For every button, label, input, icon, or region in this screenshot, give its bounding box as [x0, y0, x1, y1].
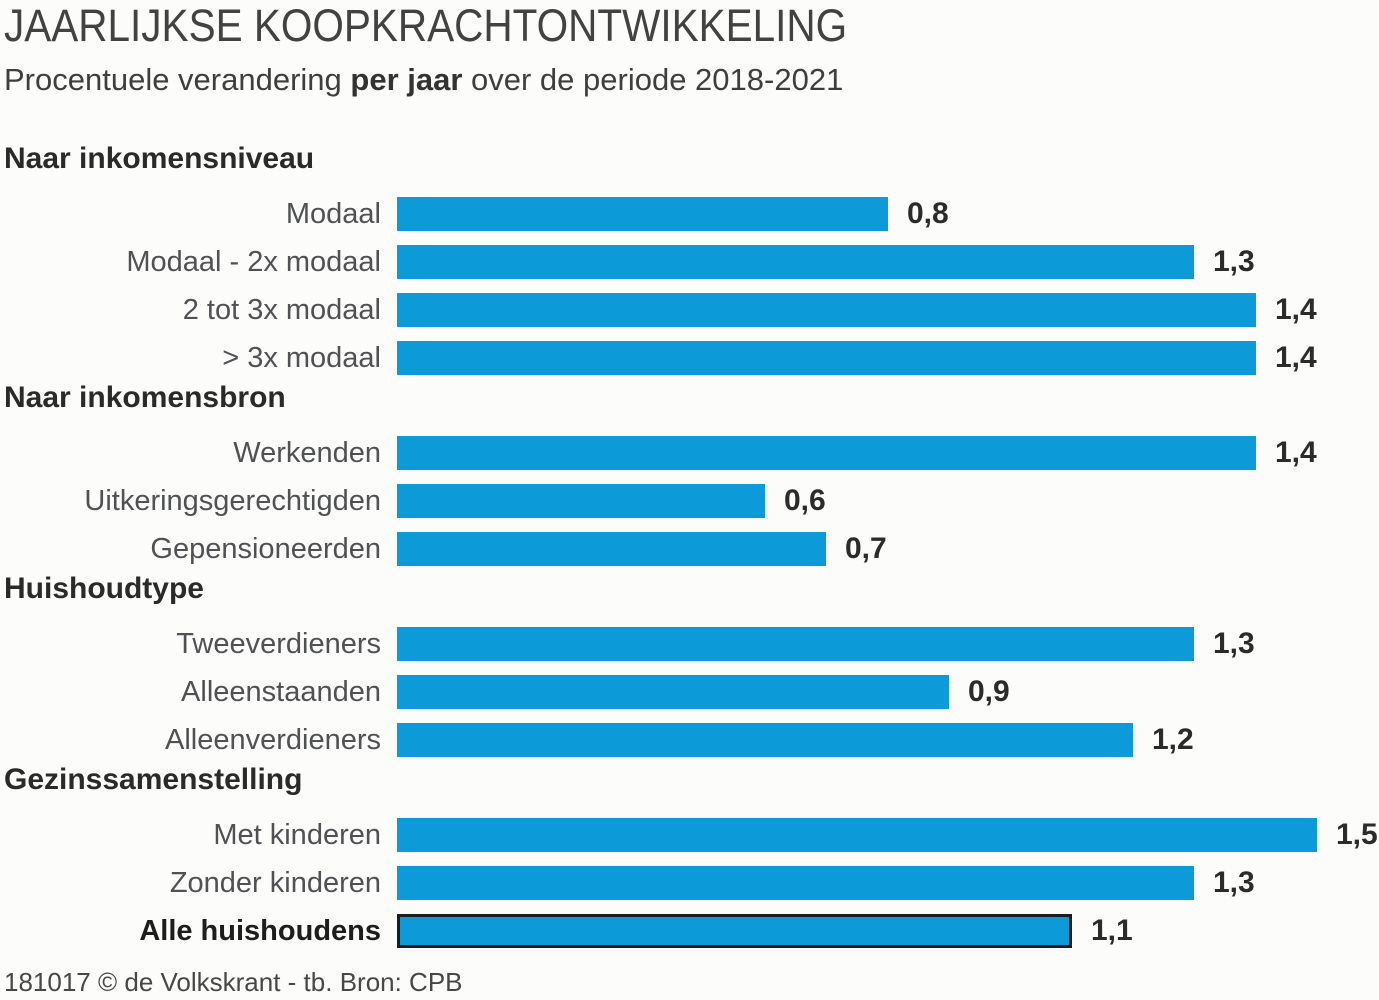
bar-value: 1,3	[1213, 866, 1255, 899]
bar-value: 1,5	[1336, 818, 1378, 851]
bar	[397, 197, 888, 231]
bar-value: 0,6	[784, 484, 826, 517]
bar-row: Uitkeringsgerechtigden 0,6	[4, 477, 1379, 525]
bar-label: Tweeverdieners	[176, 627, 381, 660]
bar-label: Uitkeringsgerechtigden	[84, 484, 381, 517]
bar	[397, 627, 1194, 661]
bar-value: 1,4	[1275, 341, 1317, 374]
subtitle-suffix: over de periode 2018-2021	[462, 62, 844, 97]
subtitle-prefix: Procentuele verandering	[4, 62, 351, 97]
bar-row: Modaal 0,8	[4, 190, 1379, 238]
bar	[397, 532, 826, 566]
bar-label: 2 tot 3x modaal	[182, 293, 381, 326]
bar-row: > 3x modaal 1,4	[4, 334, 1379, 382]
bar-row: 2 tot 3x modaal 1,4	[4, 286, 1379, 334]
bar-row: Met kinderen 1,5	[4, 811, 1379, 859]
bar-row: Werkenden 1,4	[4, 429, 1379, 477]
bar	[397, 675, 949, 709]
bar-label: Alleenverdieners	[164, 723, 381, 756]
bar-value: 1,1	[1091, 914, 1133, 947]
bar-label: Werkenden	[233, 436, 381, 469]
section-header: Gezinssamenstelling	[4, 763, 303, 796]
bar	[397, 484, 765, 518]
bar-row: Gepensioneerden 0,7	[4, 525, 1379, 573]
bar-value: 1,2	[1152, 723, 1194, 756]
source-credit: 181017 © de Volkskrant - tb. Bron: CPB	[4, 967, 463, 997]
subtitle-bold-phrase: per jaar	[350, 62, 463, 97]
bar-label: Zonder kinderen	[169, 866, 381, 899]
bar	[397, 866, 1194, 900]
bar-chart: Naar inkomensniveau Modaal 0,8 Modaal - 2x …	[4, 143, 1379, 955]
bar-row: Alleenverdieners 1,2	[4, 716, 1379, 764]
bar-value: 0,9	[968, 675, 1010, 708]
section-header: Naar inkomensbron	[4, 381, 286, 414]
bar-label: Modaal	[285, 197, 381, 230]
bar	[397, 293, 1256, 327]
bar-label: Modaal - 2x modaal	[126, 245, 381, 278]
bar-label: Gepensioneerden	[150, 532, 381, 565]
bar-label: Met kinderen	[213, 818, 381, 851]
bar-row: Modaal - 2x modaal 1,3	[4, 238, 1379, 286]
bar-value: 0,7	[845, 532, 887, 565]
bar-label: Alle huishoudens	[139, 914, 381, 947]
chart-subtitle: Procentuele verandering per jaar over de…	[4, 62, 1379, 98]
bar	[397, 341, 1256, 375]
bar-value: 0,8	[907, 197, 949, 230]
bar-value: 1,3	[1213, 245, 1255, 278]
bar-value: 1,4	[1275, 293, 1317, 326]
bar	[397, 818, 1317, 852]
bar	[397, 723, 1133, 757]
bar-label: Alleenstaanden	[181, 675, 381, 708]
section-header: Huishoudtype	[4, 572, 204, 605]
bar-row: Alle huishoudens 1,1	[4, 907, 1379, 955]
bar-row: Zonder kinderen 1,3	[4, 859, 1379, 907]
bar-row: Alleenstaanden 0,9	[4, 668, 1379, 716]
bar	[397, 436, 1256, 470]
chart-title: JAARLIJKSE KOOPKRACHTONTWIKKELING	[4, 0, 848, 51]
bar-value: 1,4	[1275, 436, 1317, 469]
bar-value: 1,3	[1213, 627, 1255, 660]
bar-row: Tweeverdieners 1,3	[4, 620, 1379, 668]
bar	[397, 245, 1194, 279]
bar-label: > 3x modaal	[222, 341, 381, 374]
section-header: Naar inkomensniveau	[4, 142, 315, 175]
bar	[397, 914, 1072, 948]
